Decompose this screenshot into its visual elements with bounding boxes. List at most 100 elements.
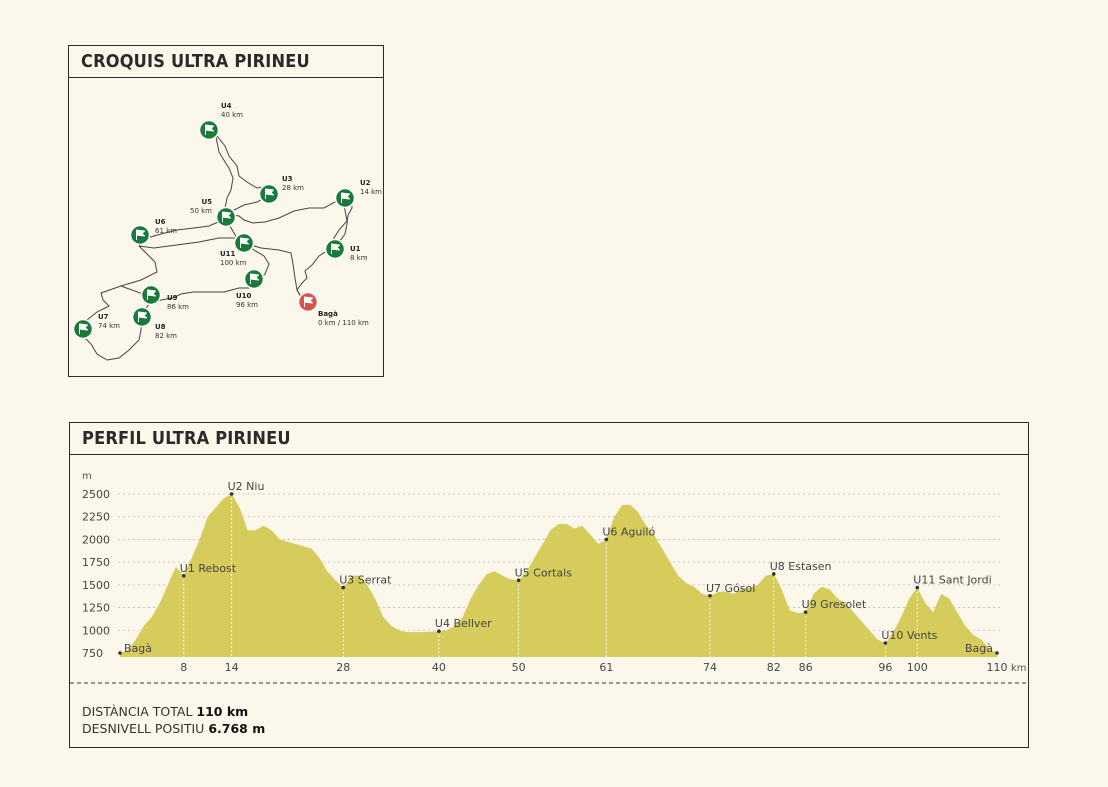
- waypoint-dot: [229, 492, 234, 496]
- waypoint: U6 Aguiló: [602, 525, 655, 657]
- flag-icon: [250, 273, 259, 284]
- waypoint-dot: [118, 651, 122, 655]
- waypoint-dot: [915, 585, 920, 590]
- waypoint-label: Bagà: [965, 642, 993, 655]
- marker-name: U10: [236, 292, 252, 300]
- marker-name: U5: [201, 198, 212, 206]
- flag-icon: [138, 311, 147, 322]
- y-tick-label: 1750: [82, 556, 110, 569]
- x-tick-label: 40: [432, 661, 446, 674]
- route-stats: DISTÀNCIA TOTAL 110 km DESNIVELL POSITIU…: [82, 703, 265, 737]
- y-axis-unit: m: [82, 471, 92, 482]
- marker-u1[interactable]: U18 km: [324, 238, 368, 263]
- marker-km: 0 km / 110 km: [318, 319, 369, 327]
- x-tick-label: 74: [703, 661, 717, 674]
- waypoint-label: U2 Niu: [228, 480, 265, 493]
- waypoint-dot: [341, 585, 346, 590]
- waypoint: U4 Bellver: [435, 617, 492, 657]
- elevation-value: 6.768 m: [208, 721, 266, 736]
- elevation-label: DESNIVELL POSITIU: [82, 721, 205, 736]
- waypoint: U7 Gósol: [706, 582, 755, 657]
- waypoint-dot: [181, 573, 186, 578]
- marker-name: U1: [350, 245, 361, 253]
- marker-km: 100 km: [220, 259, 247, 267]
- y-tick-label: 1500: [82, 579, 110, 592]
- waypoint-label: U5 Cortals: [515, 566, 573, 579]
- x-tick-label: 14: [225, 661, 239, 674]
- route-u9-to-u10: [148, 287, 254, 305]
- waypoint: U2 Niu: [228, 480, 265, 657]
- waypoint-label: U10 Vents: [881, 629, 937, 642]
- y-tick-label: 750: [82, 647, 103, 660]
- marker-km: 61 km: [155, 227, 177, 235]
- waypoint-dot: [516, 578, 521, 583]
- waypoint: Bagà: [118, 642, 152, 655]
- waypoint: Bagà: [965, 642, 999, 655]
- marker-km: 14 km: [360, 188, 382, 196]
- route-u3-to-u4: [208, 125, 270, 189]
- waypoint-label: U1 Rebost: [180, 562, 237, 575]
- waypoint-label: U11 Sant Jordi: [913, 574, 991, 587]
- marker-name: U6: [155, 218, 166, 226]
- waypoint: U3 Serrat: [339, 574, 392, 657]
- marker-km: 28 km: [282, 184, 304, 192]
- x-tick-label: 100: [907, 661, 928, 674]
- elevation-stat: DESNIVELL POSITIU 6.768 m: [82, 720, 265, 737]
- x-tick-label: 50: [512, 661, 526, 674]
- distance-value: 110 km: [196, 704, 249, 719]
- marker-name: U4: [221, 102, 232, 110]
- waypoint: U10 Vents: [881, 629, 938, 657]
- marker-name: U2: [360, 179, 371, 187]
- waypoint-label: Bagà: [124, 642, 152, 655]
- waypoint: U11 Sant Jordi: [913, 574, 992, 657]
- flag-icon: [341, 192, 350, 203]
- waypoint-label: U3 Serrat: [339, 574, 392, 587]
- marker-name: Bagà: [318, 310, 338, 318]
- route-lines: [80, 125, 353, 361]
- flag-icon: [240, 237, 249, 248]
- y-tick-label: 1000: [82, 624, 110, 637]
- waypoint: U1 Rebost: [180, 562, 237, 657]
- profile-title: PERFIL ULTRA PIRINEU: [70, 423, 1028, 455]
- x-axis-unit: km: [1011, 663, 1027, 674]
- marker-name: U7: [98, 313, 109, 321]
- route-u10-to-start: [243, 242, 302, 298]
- flag-icon: [265, 188, 274, 199]
- x-tick-label: 28: [336, 661, 350, 674]
- flag-icon: [331, 243, 340, 254]
- waypoint-label: U8 Estasen: [770, 560, 832, 573]
- route-u6-to-u5: [138, 218, 226, 247]
- x-tick-label: 110: [987, 661, 1008, 674]
- route-u6-to-u11: [138, 237, 237, 249]
- y-tick-label: 2500: [82, 488, 110, 501]
- x-tick-label: 82: [767, 661, 781, 674]
- waypoint: U8 Estasen: [770, 560, 832, 657]
- profile-panel: PERFIL ULTRA PIRINEU m 750 1000 1250 1500 175…: [69, 422, 1029, 748]
- marker-km: 40 km: [221, 111, 243, 119]
- x-tick-label: 86: [799, 661, 813, 674]
- waypoint-dot: [995, 651, 999, 655]
- waypoint-dot: [883, 641, 888, 645]
- marker-km: 50 km: [190, 207, 212, 215]
- marker-km: 96 km: [236, 301, 258, 309]
- flag-icon: [205, 124, 214, 135]
- flag-icon: [79, 323, 88, 334]
- flag-icon: [136, 229, 145, 240]
- waypoint-label: U7 Gósol: [706, 582, 755, 595]
- waypoint-dot: [708, 593, 712, 598]
- distance-label: DISTÀNCIA TOTAL: [82, 704, 193, 719]
- elevation-area: [120, 494, 997, 657]
- marker-km: 86 km: [167, 303, 189, 311]
